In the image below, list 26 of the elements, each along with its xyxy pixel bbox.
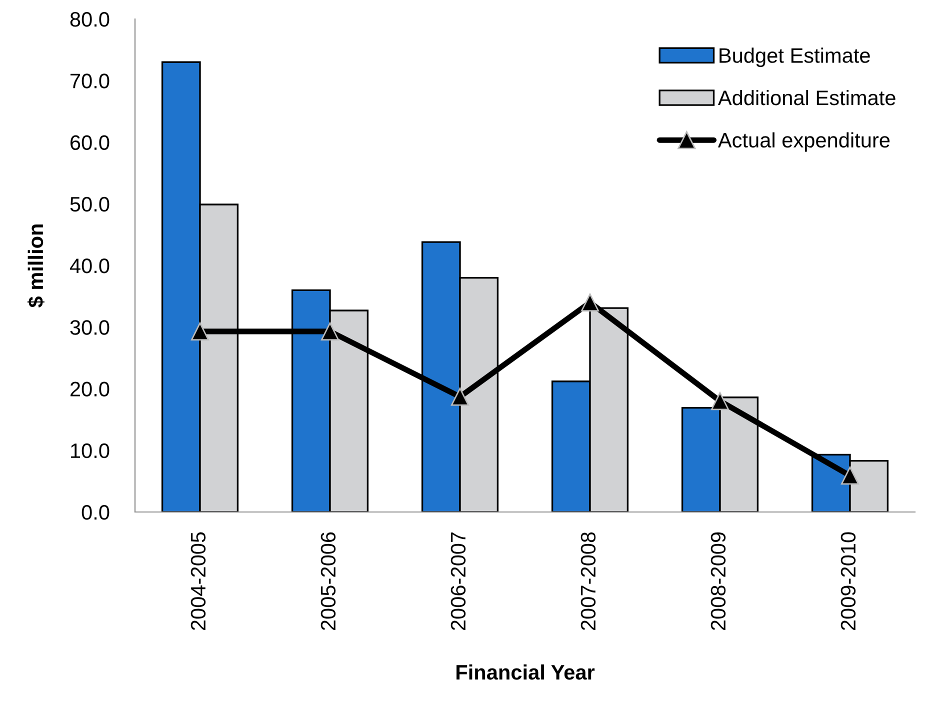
x-tick-label: 2004-2005 [190,532,206,630]
y-tick-label: 70.0 [70,74,110,88]
legend-label: Additional Estimate [718,90,896,106]
y-tick-label: 0.0 [82,505,110,520]
y-axis-title: $ million [27,224,44,308]
point [320,322,340,340]
x-tick-label: 2005-2006 [320,532,336,630]
y-tick-label: 40.0 [70,258,110,274]
x-tick-label: 2008-2009 [710,532,726,630]
y-tick-label: 80.0 [70,12,110,27]
x-tick-label: 2007-2008 [580,532,596,630]
legend-label: Actual expenditure [718,132,890,152]
y-tick-label: 10.0 [71,443,110,458]
y-tick-label: 20.0 [70,382,110,397]
y-tick-label: 30.0 [70,320,110,335]
x-tick-label: 2009-2010 [840,532,856,630]
point [580,293,600,312]
y-tick-label: 50.0 [70,196,110,212]
point [840,466,860,485]
legend-label: Budget Estimate [720,48,870,68]
y-tick-label: 60.0 [70,135,110,150]
point [450,388,470,406]
x-tick-label: 2006-2007 [450,532,466,630]
point [190,322,210,340]
x-axis-title: Financial Year [456,664,595,680]
point [710,392,730,410]
